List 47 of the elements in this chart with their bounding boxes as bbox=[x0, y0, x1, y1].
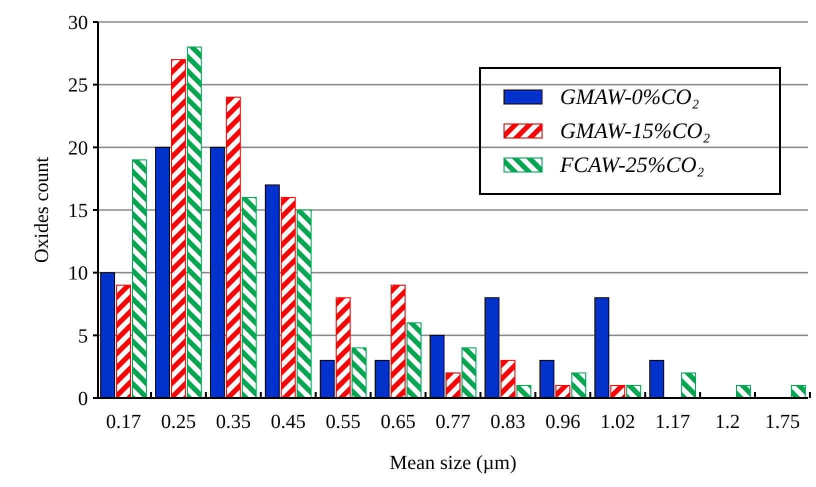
bar bbox=[132, 159, 147, 398]
legend-label: GMAW-0%CO₂ bbox=[560, 84, 700, 109]
y-tick-label: 10 bbox=[68, 262, 88, 285]
legend-label: FCAW-25%CO₂ bbox=[559, 152, 704, 177]
bar bbox=[555, 384, 570, 398]
x-tick-label: 0.35 bbox=[216, 411, 251, 433]
x-tick-label: 0.77 bbox=[436, 411, 470, 433]
bar bbox=[226, 96, 241, 398]
bar bbox=[296, 210, 312, 398]
x-tick-label: 0.45 bbox=[270, 411, 306, 433]
bar bbox=[516, 384, 532, 398]
y-tick-label: 15 bbox=[68, 200, 88, 222]
bar bbox=[626, 384, 642, 398]
x-tick-label: 0.25 bbox=[160, 411, 196, 433]
y-tick-label: 5 bbox=[78, 325, 88, 348]
x-tick-label: 0.96 bbox=[545, 411, 580, 433]
bar bbox=[352, 347, 367, 398]
x-tick-label: 0.17 bbox=[106, 411, 142, 433]
bar bbox=[186, 46, 202, 398]
x-tick-label: 0.83 bbox=[490, 411, 526, 433]
bar bbox=[446, 372, 460, 398]
y-tick-label: 30 bbox=[68, 12, 88, 34]
y-tick-label: 25 bbox=[68, 74, 88, 97]
x-tick-label: 1.2 bbox=[715, 411, 740, 433]
y-tick-label: 0 bbox=[78, 388, 88, 410]
bar bbox=[736, 384, 751, 398]
x-tick-label: 1.02 bbox=[600, 411, 636, 433]
bar bbox=[116, 284, 131, 398]
y-tick-label: 20 bbox=[68, 137, 88, 160]
bar bbox=[681, 372, 696, 398]
y-axis-title: Oxides count bbox=[31, 156, 53, 264]
bar bbox=[390, 284, 406, 398]
x-tick-label: 0.55 bbox=[326, 411, 361, 433]
bar bbox=[500, 360, 516, 398]
x-tick-label: 0.65 bbox=[380, 411, 416, 433]
bar bbox=[790, 384, 806, 398]
x-tick-label: 1.75 bbox=[764, 411, 800, 433]
x-tick-label: 1.17 bbox=[655, 411, 690, 433]
bar bbox=[571, 372, 586, 398]
bar bbox=[170, 59, 186, 398]
bar bbox=[280, 196, 296, 398]
bar bbox=[242, 196, 257, 398]
bar bbox=[461, 347, 476, 398]
bar bbox=[336, 297, 351, 398]
x-axis-title: Mean size (µm) bbox=[389, 452, 517, 474]
legend-label: GMAW-15%CO₂ bbox=[560, 118, 711, 143]
bar bbox=[406, 322, 422, 398]
